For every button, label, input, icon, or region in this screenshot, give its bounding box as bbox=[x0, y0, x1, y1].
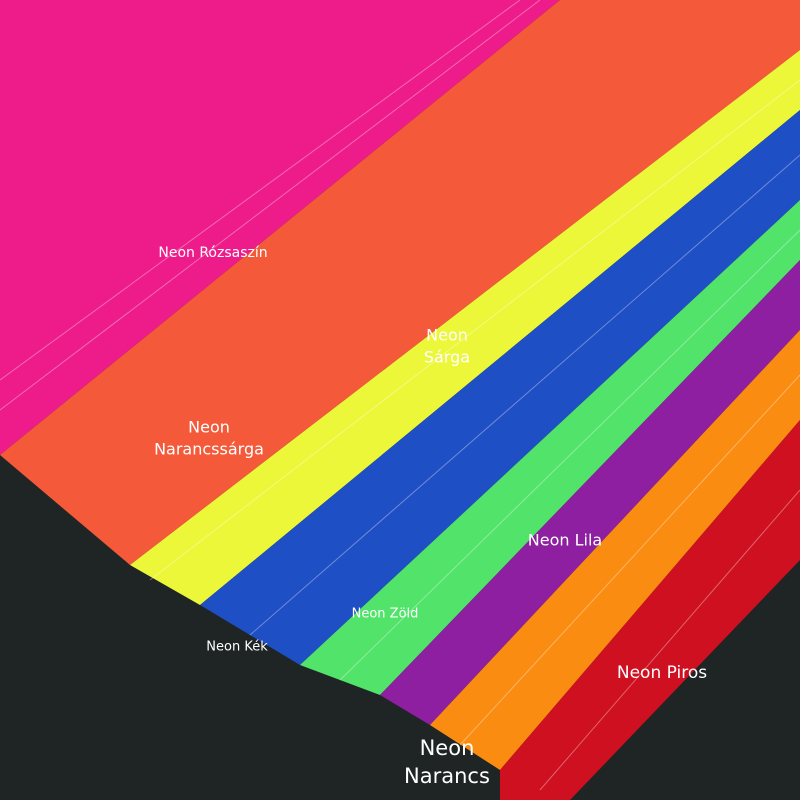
color-label: Narancs bbox=[404, 764, 490, 788]
color-label: Neon Rózsaszín bbox=[158, 245, 267, 261]
purple-sheet bbox=[380, 260, 800, 725]
yellow-sheet bbox=[130, 50, 800, 605]
sheet-edge bbox=[0, 0, 521, 381]
color-label: Sárga bbox=[424, 348, 470, 367]
color-label: Narancssárga bbox=[154, 440, 264, 459]
color-label: Neon bbox=[426, 326, 468, 345]
color-label: Neon Zöld bbox=[352, 607, 419, 622]
color-label: Neon bbox=[420, 736, 475, 760]
color-label: Neon Piros bbox=[617, 663, 707, 683]
red-sheet bbox=[500, 420, 800, 800]
color-label: Neon Lila bbox=[528, 531, 602, 550]
sheet-edge bbox=[459, 374, 800, 746]
sheet-edge bbox=[149, 79, 800, 581]
sheet-edge bbox=[339, 229, 800, 681]
sheet-edge bbox=[539, 489, 800, 791]
orange-sheet bbox=[430, 330, 800, 770]
green-sheet bbox=[300, 200, 800, 695]
orange-red-sheet bbox=[0, 0, 800, 565]
sheet-edge bbox=[0, 0, 541, 411]
sheet-edge bbox=[249, 154, 800, 636]
color-label: Neon bbox=[188, 418, 230, 437]
labels: Neon Rózsaszín Neon Sárga Neon Narancssárga N… bbox=[154, 245, 707, 788]
blue-sheet bbox=[200, 110, 800, 665]
color-label: Neon Kék bbox=[206, 640, 268, 655]
